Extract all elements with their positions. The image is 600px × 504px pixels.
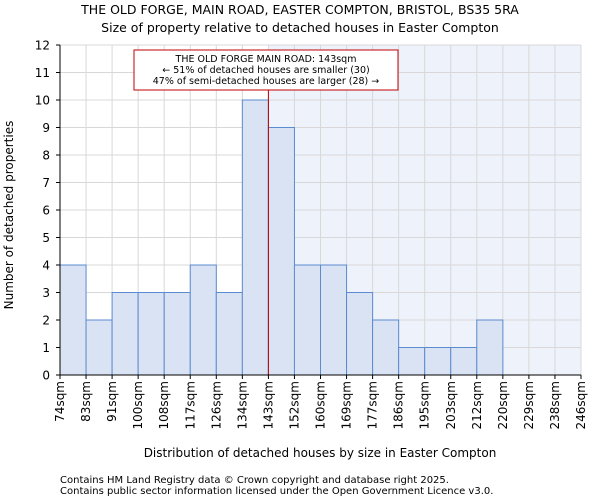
- histogram-bar: [163, 292, 191, 376]
- x-tick-label: 134sqm: [235, 381, 249, 429]
- annotation-line-1: THE OLD FORGE MAIN ROAD: 143sqm: [175, 54, 357, 65]
- x-tick-label: 169sqm: [340, 381, 354, 429]
- histogram-bar: [241, 99, 269, 376]
- y-tick-label: 9: [42, 121, 50, 135]
- x-tick-label: 117sqm: [183, 381, 197, 429]
- annotation-frame: [133, 49, 399, 91]
- x-tick-label: 212sqm: [470, 381, 484, 429]
- histogram-bar: [398, 347, 426, 376]
- x-tick-label: 177sqm: [366, 381, 380, 429]
- x-tick-label: 229sqm: [522, 381, 536, 429]
- x-tick-label: 83sqm: [79, 381, 93, 422]
- x-tick-label: 186sqm: [392, 381, 406, 429]
- y-axis-title: Number of detached properties: [2, 121, 16, 310]
- x-tick-label: 246sqm: [574, 381, 588, 429]
- y-tick-label: 7: [42, 176, 50, 190]
- x-tick-label: 126sqm: [209, 381, 223, 429]
- chart-title: THE OLD FORGE, MAIN ROAD, EASTER COMPTON…: [80, 2, 519, 17]
- histogram-bar: [111, 292, 139, 376]
- histogram-bar: [346, 292, 374, 376]
- histogram-bar: [450, 347, 478, 376]
- chart-subtitle: Size of property relative to detached ho…: [101, 20, 499, 35]
- y-tick-label: 3: [42, 286, 50, 300]
- histogram-bar: [59, 264, 87, 376]
- x-tick-label: 108sqm: [157, 381, 171, 429]
- annotation-box: THE OLD FORGE MAIN ROAD: 143sqm ← 51% of…: [133, 49, 399, 91]
- y-tick-label: 8: [42, 149, 50, 163]
- x-tick-label: 143sqm: [261, 381, 275, 429]
- y-tick-label: 0: [42, 369, 50, 383]
- annotation-line-3: 47% of semi-detached houses are larger (…: [153, 76, 380, 87]
- x-axis: 74sqm 83sqm 91sqm 100sqm 108sqm 117sqm 126sqm 1…: [53, 375, 588, 429]
- histogram-bar: [424, 347, 452, 376]
- x-tick-label: 195sqm: [418, 381, 432, 429]
- x-tick-label: 220sqm: [496, 381, 510, 429]
- y-tick-label: 5: [42, 231, 50, 245]
- histogram-bar: [137, 292, 165, 376]
- histogram-bar: [476, 319, 504, 376]
- x-tick-label: 160sqm: [314, 381, 328, 429]
- x-tick-label: 238sqm: [548, 381, 562, 429]
- y-tick-label: 2: [42, 314, 50, 328]
- x-tick-label: 152sqm: [287, 381, 301, 429]
- y-tick-label: 4: [42, 259, 50, 273]
- x-tick-label: 91sqm: [105, 381, 119, 422]
- histogram-bar: [293, 264, 322, 376]
- x-axis-title: Distribution of detached houses by size …: [144, 446, 497, 460]
- y-tick-label: 10: [35, 94, 50, 108]
- histogram-bar: [85, 319, 113, 376]
- histogram-bar: [372, 319, 400, 376]
- x-tick-label: 100sqm: [131, 381, 145, 429]
- annotation-line-2: ← 51% of detached houses are smaller (30…: [162, 65, 369, 76]
- histogram-bar: [189, 264, 217, 376]
- y-tick-label: 6: [42, 204, 50, 218]
- y-tick-label: 12: [35, 39, 50, 53]
- histogram-bar: [320, 264, 348, 376]
- histogram-bar: [267, 127, 295, 376]
- footer-line-2: Contains public sector information licen…: [60, 486, 493, 497]
- y-tick-label: 1: [42, 341, 50, 355]
- footer-line-1: Contains HM Land Registry data © Crown c…: [60, 475, 449, 486]
- y-tick-label: 11: [35, 66, 50, 80]
- x-tick-label: 74sqm: [53, 381, 67, 422]
- histogram-bar: [215, 292, 243, 376]
- x-tick-label: 203sqm: [444, 381, 458, 429]
